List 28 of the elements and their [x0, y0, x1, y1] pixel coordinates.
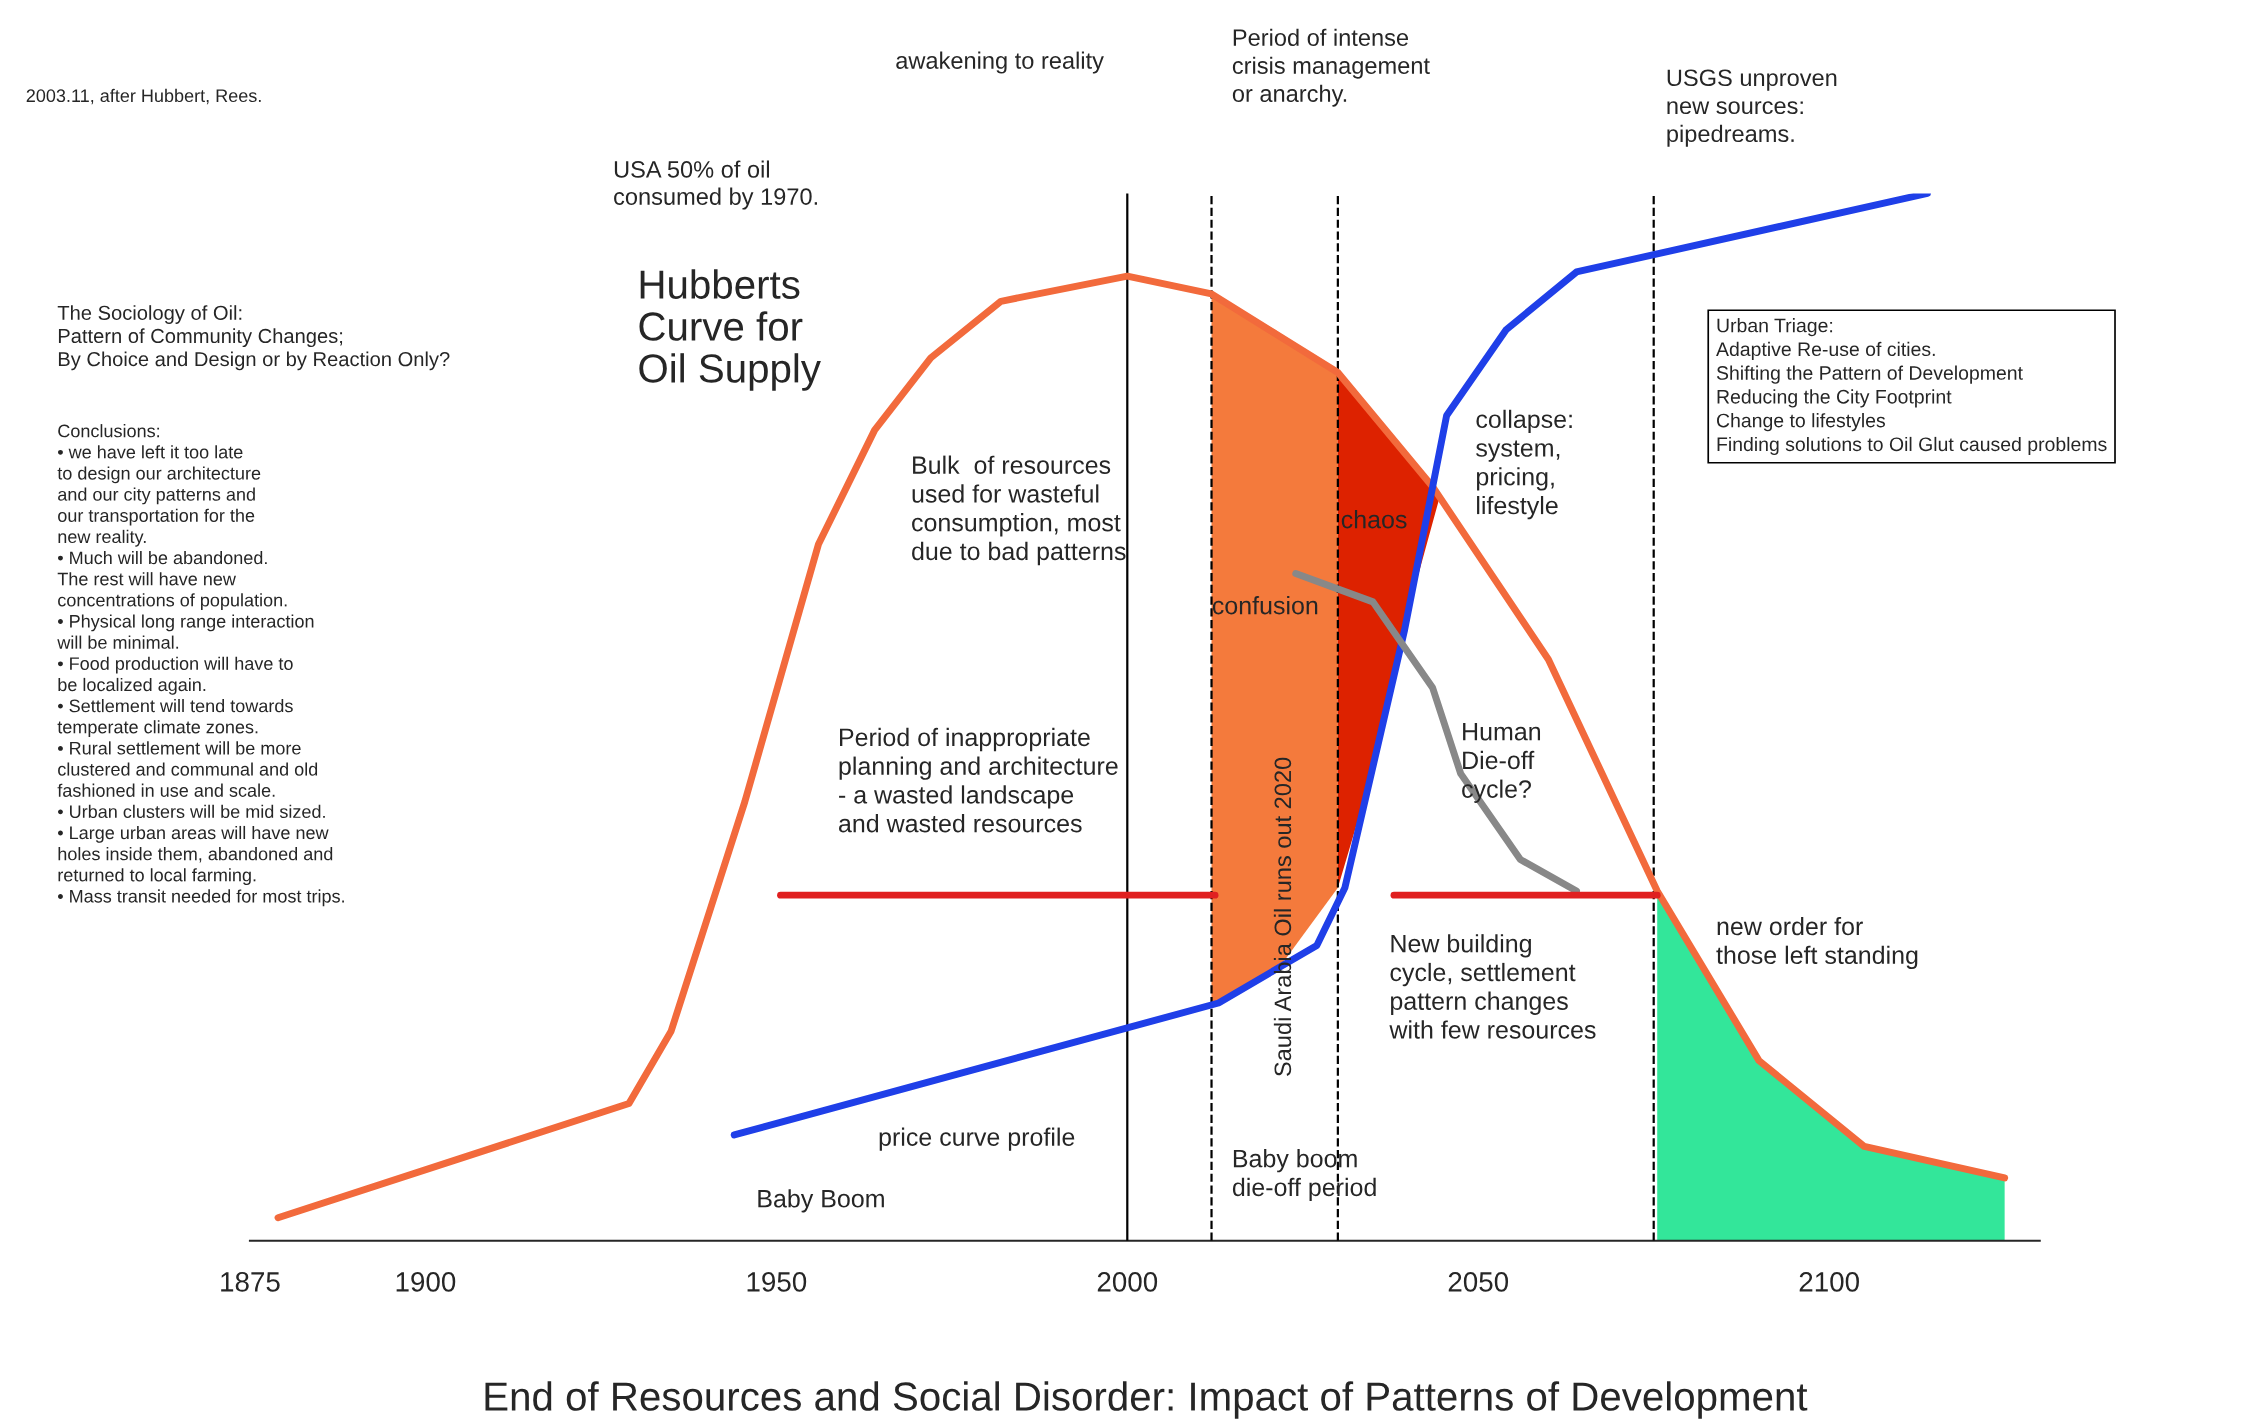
- annotation: new order for those left standing: [1716, 916, 1918, 969]
- x-tick-label: 2050: [1448, 1272, 1509, 1292]
- x-tick-label: 2100: [1799, 1272, 1859, 1292]
- annotation: Period of inappropriate planning and architecture - a wasted landscape and wasted resources: [839, 727, 1118, 833]
- annotation: confusion: [1212, 596, 1318, 615]
- text: 2003.11, after Hubbert, Rees.: [26, 88, 261, 105]
- annotation: Hubberts Curve for Oil Supply: [639, 269, 821, 391]
- annotation: New building cycle, settlement pattern changes with few resources: [1389, 934, 1596, 1039]
- text: Period of intense crisis management or anarchy.: [1232, 28, 1430, 107]
- annotation: Urban Triage: Adaptive Re-use of cities. Shifting the Pattern of Development Reducing the City Footprint Change to lifestyles Finding solutions to Oil Glut caused problems: [1716, 318, 2107, 455]
- text: awakening to reality: [896, 51, 1104, 74]
- text: End of Resources and Social Disorder: Impact of Patterns of Development: [485, 1381, 1808, 1419]
- x-tick-label: 1875: [221, 1272, 280, 1292]
- annotation: Saudi Arabia Oil runs out 2020: [1273, 757, 1292, 1076]
- text: USGS unproven new sources: pipedreams.: [1667, 69, 1837, 147]
- annotation: chaos: [1341, 510, 1407, 529]
- x-tick-label: 1950: [747, 1272, 807, 1292]
- annotation: Baby Boom: [758, 1189, 884, 1213]
- annotation: Bulk of resources used for wasteful consumption, most due to bad patterns: [912, 455, 1126, 566]
- annotation: price curve profile: [879, 1127, 1075, 1151]
- annotation: collapse: system, pricing, lifestyle: [1476, 409, 1572, 520]
- x-tick-label: 2000: [1097, 1272, 1158, 1292]
- annotation: Baby boom die-off period: [1232, 1149, 1376, 1202]
- annotation: Human Die-off cycle?: [1462, 723, 1541, 803]
- annotation: USA 50% of oil consumed by 1970.: [614, 160, 817, 210]
- text: Conclusions: • we have left it too late to design our architecture and our city patterns and our transportation for the new reality. • Much will be abandoned. The rest will have new concentrations of population. • Physical long range interaction will be minimal. • Food production will have to be localized again. • Settlement will tend towards temperate climate zones. • Rural settlement will be more clustered and communal and old fashioned in use and scale. • Urban clusters will be mid sized. • Large urban areas will have new holes inside them, abandoned and returned to local farming. • Mass transit needed for most trips.: [57, 424, 344, 907]
- x-tick-label: 1900: [396, 1272, 456, 1292]
- annotation: The Sociology of Oil: Pattern of Community Changes; By Choice and Design or by Reaction Only?: [57, 305, 450, 371]
